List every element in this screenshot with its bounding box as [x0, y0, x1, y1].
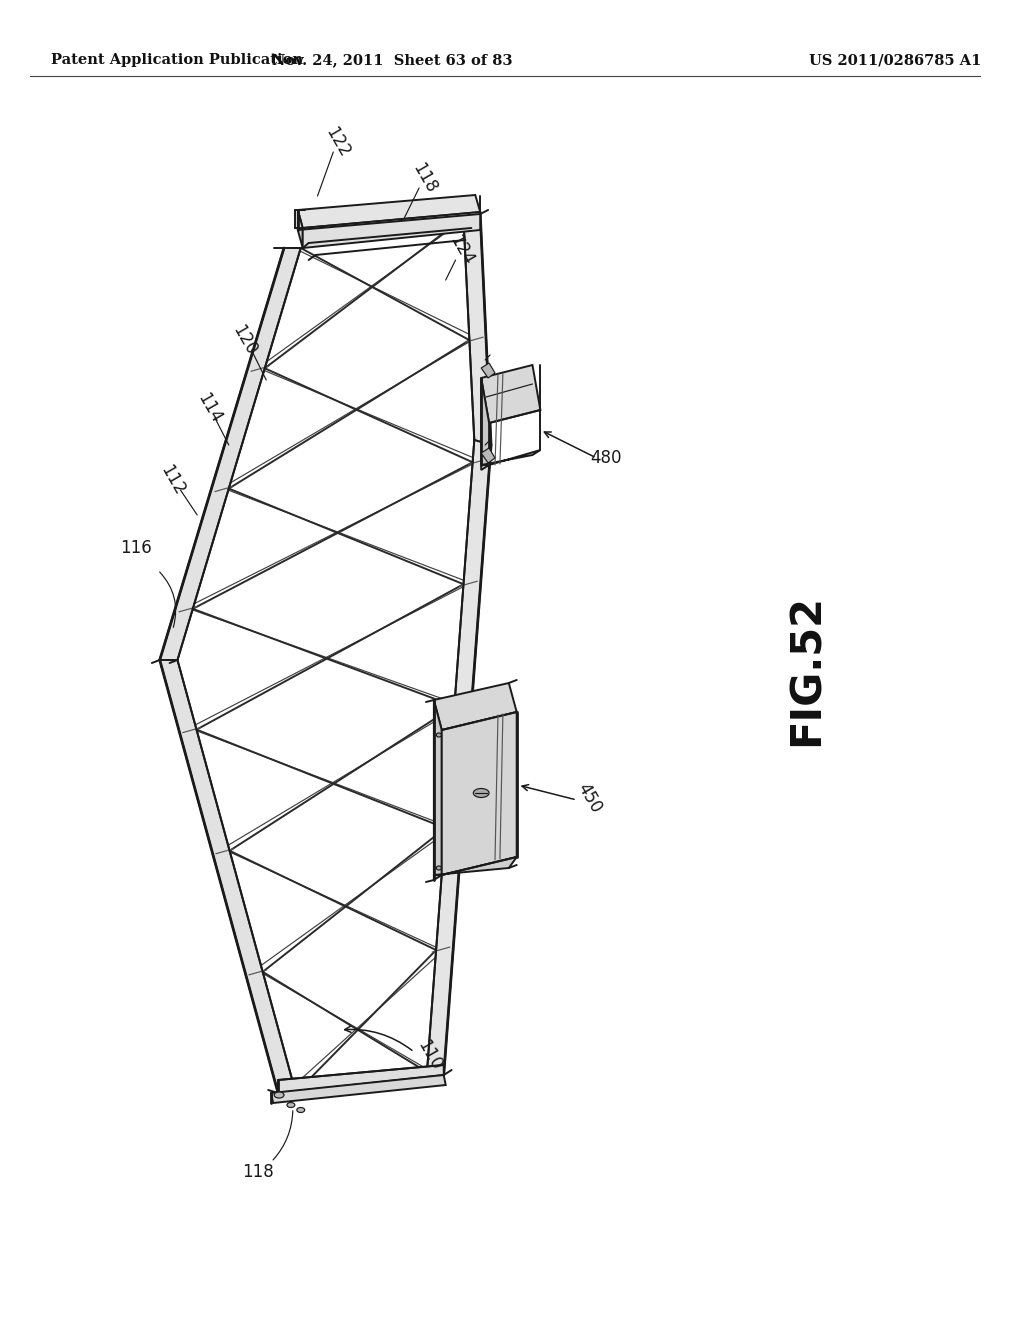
Text: 450: 450 — [574, 780, 605, 816]
Ellipse shape — [436, 866, 441, 870]
Polygon shape — [298, 210, 303, 248]
Text: 118: 118 — [409, 160, 439, 197]
Text: Patent Application Publication: Patent Application Publication — [51, 53, 303, 67]
Text: 480: 480 — [591, 449, 623, 467]
Text: Nov. 24, 2011  Sheet 63 of 83: Nov. 24, 2011 Sheet 63 of 83 — [272, 53, 513, 67]
Polygon shape — [434, 857, 517, 875]
Polygon shape — [434, 700, 441, 880]
Polygon shape — [481, 378, 489, 470]
Text: 122: 122 — [322, 124, 353, 160]
Ellipse shape — [274, 1092, 284, 1098]
Ellipse shape — [473, 788, 489, 797]
Polygon shape — [279, 1065, 443, 1093]
Polygon shape — [427, 440, 492, 1074]
Polygon shape — [441, 711, 517, 875]
Text: 120: 120 — [228, 322, 260, 358]
Text: US 2011/0286785 A1: US 2011/0286785 A1 — [809, 53, 981, 67]
Polygon shape — [481, 366, 541, 422]
Polygon shape — [481, 363, 495, 378]
Polygon shape — [271, 1074, 445, 1104]
Ellipse shape — [297, 1107, 305, 1113]
Text: 112: 112 — [157, 462, 188, 499]
Ellipse shape — [287, 1102, 295, 1107]
Polygon shape — [464, 214, 492, 445]
Polygon shape — [160, 248, 301, 660]
Polygon shape — [434, 682, 517, 730]
Polygon shape — [481, 447, 495, 463]
Text: 116: 116 — [120, 539, 152, 557]
Polygon shape — [160, 660, 296, 1093]
Text: FIG.52: FIG.52 — [785, 594, 827, 746]
Polygon shape — [303, 213, 480, 248]
Polygon shape — [481, 450, 541, 465]
Polygon shape — [298, 195, 480, 228]
Text: 114: 114 — [194, 389, 225, 426]
Ellipse shape — [436, 733, 441, 737]
Text: 118: 118 — [243, 1163, 274, 1181]
Text: 124: 124 — [445, 232, 477, 268]
Text: 110: 110 — [414, 1036, 444, 1073]
